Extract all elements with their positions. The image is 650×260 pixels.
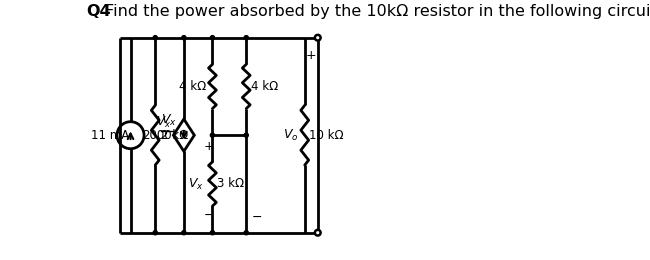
Circle shape (182, 36, 186, 40)
Circle shape (211, 231, 214, 235)
Circle shape (153, 231, 157, 235)
Text: 3 kΩ: 3 kΩ (217, 178, 244, 190)
Text: 11 mA: 11 mA (91, 129, 129, 142)
Text: $V_o$: $V_o$ (283, 128, 298, 143)
Text: $V_x$: $V_x$ (188, 176, 203, 192)
Circle shape (211, 133, 214, 137)
Circle shape (182, 231, 186, 235)
Circle shape (244, 133, 248, 137)
Text: 2 kΩ: 2 kΩ (161, 129, 188, 142)
Text: −: − (252, 211, 262, 224)
Text: +: + (204, 140, 214, 153)
Circle shape (244, 36, 248, 40)
Text: 2000: 2000 (142, 129, 172, 142)
Text: $V_x$: $V_x$ (161, 113, 177, 128)
Circle shape (244, 231, 248, 235)
Circle shape (211, 36, 214, 40)
Text: 10 kΩ: 10 kΩ (309, 129, 344, 142)
Circle shape (315, 230, 320, 236)
Circle shape (315, 35, 320, 41)
Circle shape (153, 36, 157, 40)
Text: Find the power absorbed by the 10kΩ resistor in the following circuit.: Find the power absorbed by the 10kΩ resi… (105, 4, 650, 19)
Text: Q4: Q4 (86, 4, 111, 19)
Text: 4 kΩ: 4 kΩ (179, 80, 206, 93)
Text: 4 kΩ: 4 kΩ (251, 80, 278, 93)
Text: +: + (306, 49, 317, 62)
Text: −: − (204, 209, 214, 222)
Text: $V_x$: $V_x$ (156, 115, 171, 130)
